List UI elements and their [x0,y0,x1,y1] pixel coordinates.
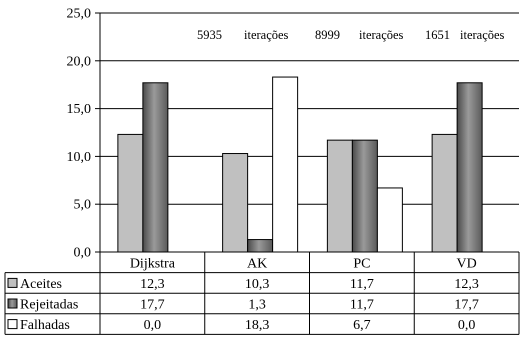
y-tick-label: 10,0 [67,150,92,165]
legend-swatch-rejeitadas [7,298,18,309]
data-value: 0,0 [144,318,162,333]
data-value: 0,0 [458,318,476,333]
category-label: VD [457,256,477,271]
legend-swatch-falhadas [7,319,18,330]
data-value: 12,3 [454,277,479,292]
data-value: 11,7 [350,298,374,313]
data-value: 17,7 [454,298,479,313]
bar-aceites-ak [222,153,249,253]
annotation-count: 8999 [315,28,340,42]
annotation-label: iterações [460,28,505,42]
legend-label: Rejeitadas [20,298,78,313]
annotation-label: iterações [359,28,404,42]
y-tick-label: 15,0 [67,102,92,117]
data-value: 18,3 [245,318,270,333]
bar-falhadas-pc [376,187,403,253]
y-tick-label: 25,0 [67,7,92,22]
bar-rejeitadas-ak [247,239,274,253]
bar-rejeitadas-vd [456,82,483,253]
data-value: 12,3 [140,277,165,292]
y-tick-label: 20,0 [67,54,92,69]
bar-falhadas-ak [272,76,299,253]
bar-aceites-dijkstra [117,133,144,253]
data-table: Dijkstra AK PC VD Aceites 12,3 10,3 11,7 12,3 Rej… [4,251,520,335]
bars [117,76,483,253]
bar-rejeitadas-dijkstra [142,82,169,253]
iteration-annotations: 5935 iterações 8999 iterações 1651 iterações [197,28,505,42]
category-label: PC [353,256,370,271]
legend-label: Falhadas [20,318,70,333]
legend-label: Aceites [20,277,62,292]
bar-rejeitadas-pc [351,139,378,253]
data-value: 10,3 [245,277,270,292]
data-value: 11,7 [350,277,374,292]
data-value: 6,7 [353,318,371,333]
y-tick-label: 0,0 [74,246,92,261]
y-tick-label: 5,0 [74,198,92,213]
category-label: Dijkstra [130,256,176,271]
category-label: AK [247,256,267,271]
data-value: 1,3 [248,298,266,313]
bar-aceites-vd [431,133,458,253]
legend-swatch-aceites [7,277,18,288]
y-axis-ticks: 0,0 5,0 10,0 15,0 20,0 25,0 [67,7,100,261]
annotation-count: 5935 [197,28,222,42]
bar-aceites-pc [326,139,353,253]
annotation-label: iterações [244,28,289,42]
annotation-count: 1651 [425,28,450,42]
data-value: 17,7 [140,298,165,313]
